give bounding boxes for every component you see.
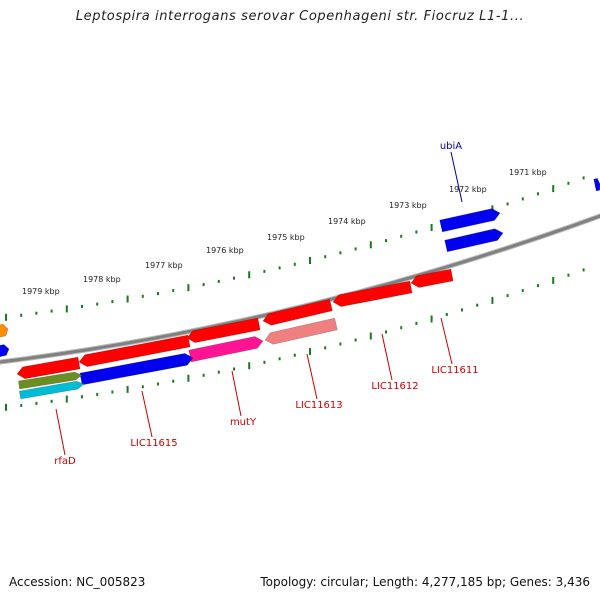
gene-arrow-reverse xyxy=(78,334,191,367)
gene-arrow-LIC11613 xyxy=(262,298,333,326)
gene-arrow-forward xyxy=(593,178,600,192)
tick-label-kbp: 1971 kbp xyxy=(509,168,547,177)
leader-line xyxy=(141,390,153,438)
gene-label-LIC11613: LIC11613 xyxy=(295,400,342,411)
tick-label-kbp: 1973 kbp xyxy=(389,201,427,210)
gene-label-LIC11611: LIC11611 xyxy=(431,365,478,376)
gene-arrow-LIC11612 xyxy=(332,280,413,307)
accession-text: Accession: NC_005823 xyxy=(9,575,146,589)
gene-label-LIC11612: LIC11612 xyxy=(371,381,418,392)
gene-labels: ubiA LIC11611 LIC11612 LIC11613 mutY LIC11615… xyxy=(54,141,478,467)
gene-arrow-rfaD xyxy=(16,356,81,380)
genome-summary: Topology: circular; Length: 4,277,185 bp… xyxy=(260,575,590,589)
inner-tick-ring xyxy=(5,268,585,411)
gene-arrow-LIC11611 xyxy=(410,268,454,288)
tick-label-kbp: 1974 kbp xyxy=(328,217,366,226)
leader-line xyxy=(450,151,463,203)
tick-label-kbp: 1972 kbp xyxy=(449,185,487,194)
gene-arrow-forward xyxy=(0,344,10,358)
gene-arrow-forward xyxy=(444,228,504,253)
gene-arrow-LIC11613-cds xyxy=(264,317,338,345)
leader-line xyxy=(55,408,66,456)
gene-arrow-forward xyxy=(0,323,9,338)
gene-arrow-rfaD-cds xyxy=(18,371,83,390)
tick-label-kbp: 1979 kbp xyxy=(22,287,60,296)
gene-label-ubiA: ubiA xyxy=(440,141,462,152)
leader-line xyxy=(231,370,242,417)
gene-features xyxy=(0,178,600,400)
gene-label-mutY: mutY xyxy=(230,417,257,428)
map-title: Leptospira interrogans serovar Copenhage… xyxy=(75,9,525,24)
gene-label-LIC11615: LIC11615 xyxy=(130,438,177,449)
gene-arrow-ubiA xyxy=(439,208,501,233)
outer-tick-ring xyxy=(5,176,585,321)
gene-arrow-mutY xyxy=(188,336,264,363)
tick-labels: 1979 kbp 1978 kbp 1977 kbp 1976 kbp 1975 kbp… xyxy=(22,168,547,296)
gene-arrow-rfaD-cds xyxy=(18,380,85,400)
tick-label-kbp: 1976 kbp xyxy=(206,246,244,255)
gene-label-rfaD: rfaD xyxy=(54,456,76,467)
tick-label-kbp: 1977 kbp xyxy=(145,261,183,270)
leader-line xyxy=(381,333,393,381)
leader-line xyxy=(306,353,318,400)
gene-arrow-reverse xyxy=(186,317,261,343)
leader-line xyxy=(440,317,453,365)
tick-label-kbp: 1975 kbp xyxy=(267,233,305,242)
tick-label-kbp: 1978 kbp xyxy=(83,275,121,284)
